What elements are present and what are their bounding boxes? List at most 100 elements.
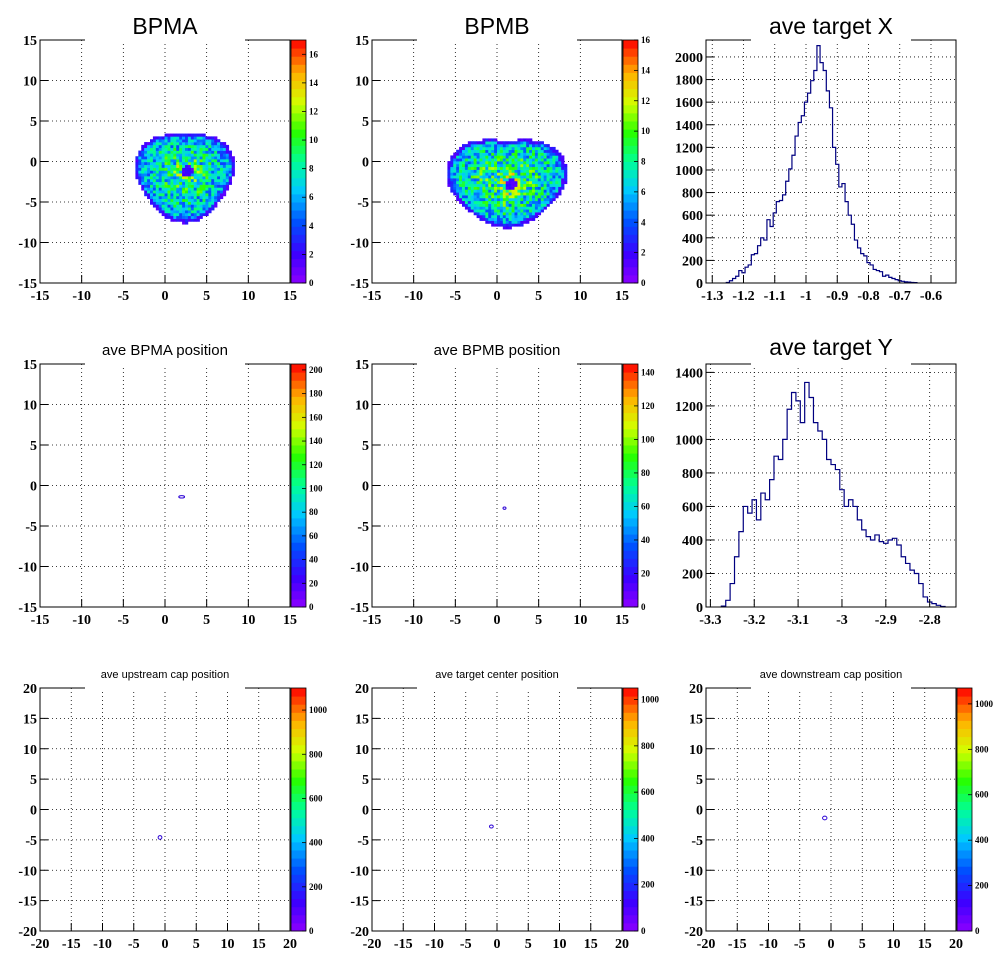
heatmap-cell bbox=[488, 169, 492, 173]
heatmap-cell bbox=[173, 153, 177, 157]
heatmap-cell bbox=[467, 180, 472, 185]
heatmap-cell bbox=[176, 150, 180, 154]
heatmap-cell bbox=[208, 201, 212, 205]
heatmap-cell bbox=[505, 144, 509, 148]
heatmap-cell bbox=[155, 170, 160, 174]
heatmap-cell bbox=[470, 195, 474, 199]
heatmap-cell bbox=[555, 149, 559, 153]
color-scale-band bbox=[623, 777, 638, 786]
heatmap-cell bbox=[482, 197, 486, 202]
heatmap-cell bbox=[135, 173, 139, 177]
color-scale-band bbox=[957, 744, 972, 754]
heatmap-cell bbox=[482, 189, 486, 193]
heatmap-cell bbox=[170, 161, 174, 166]
y-tick-label: 15 bbox=[23, 34, 37, 49]
heatmap-cell bbox=[196, 161, 200, 166]
color-scale-band bbox=[957, 777, 972, 786]
heatmap-cell bbox=[214, 147, 218, 151]
x-tick-label: -15 bbox=[31, 289, 50, 304]
heatmap-cell bbox=[135, 164, 139, 168]
plot-area bbox=[706, 40, 956, 283]
heatmap-cell bbox=[138, 164, 142, 168]
heatmap-cell bbox=[190, 201, 195, 205]
heatmap-cell bbox=[144, 170, 148, 174]
color-scale-band bbox=[957, 866, 972, 875]
heatmap-cell bbox=[217, 195, 221, 200]
heatmap-cell bbox=[187, 181, 192, 185]
color-scale-band bbox=[957, 817, 972, 827]
heatmap-cell bbox=[517, 172, 521, 176]
z-tick-label: 14 bbox=[641, 65, 651, 75]
heatmap-cell bbox=[561, 180, 565, 185]
z-tick-label: 4 bbox=[309, 221, 314, 231]
heatmap-cell bbox=[511, 144, 515, 148]
heatmap-cell bbox=[158, 207, 162, 211]
heatmap-cell bbox=[459, 175, 463, 179]
heatmap-cell bbox=[494, 166, 498, 170]
heatmap-cell bbox=[555, 186, 559, 190]
x-tick-label: 10 bbox=[221, 937, 235, 952]
heatmap-cell bbox=[202, 176, 206, 180]
x-tick-label: -0.6 bbox=[920, 289, 942, 304]
heatmap-cell bbox=[161, 212, 165, 217]
heatmap-cell bbox=[158, 190, 162, 194]
heatmap-cell bbox=[217, 170, 221, 174]
heatmap-cell bbox=[208, 198, 212, 202]
z-tick-label: 120 bbox=[309, 460, 323, 470]
heatmap-cell bbox=[150, 173, 154, 177]
heatmap-cell bbox=[225, 167, 230, 171]
heatmap-cell bbox=[476, 180, 480, 185]
color-scale-band bbox=[957, 801, 972, 810]
heatmap-cell bbox=[450, 172, 454, 176]
heatmap-cell bbox=[173, 198, 177, 202]
heatmap-cell bbox=[499, 214, 504, 219]
color-scale-band bbox=[957, 858, 972, 867]
heatmap-cell bbox=[488, 155, 492, 159]
heatmap-cell bbox=[537, 169, 542, 173]
heatmap-cell bbox=[453, 189, 457, 193]
heatmap-cell bbox=[555, 180, 559, 185]
heatmap-cell bbox=[467, 206, 472, 210]
heatmap-cell bbox=[467, 189, 472, 193]
color-scale-band bbox=[623, 728, 638, 738]
heatmap-cell bbox=[464, 144, 469, 148]
y-tick-label: 600 bbox=[682, 209, 703, 224]
z-tick-label: 60 bbox=[309, 531, 319, 541]
heatmap-cell bbox=[144, 173, 148, 177]
heatmap-cell bbox=[193, 193, 197, 197]
heatmap-cell bbox=[485, 186, 489, 190]
heatmap-cell bbox=[202, 181, 206, 185]
heatmap-cell bbox=[161, 159, 165, 163]
heatmap-cell bbox=[467, 175, 472, 179]
heatmap-cell bbox=[467, 141, 472, 145]
heatmap-cell bbox=[473, 155, 477, 159]
heatmap-cell bbox=[225, 161, 230, 166]
heatmap-cell bbox=[532, 209, 536, 213]
heatmap-cell bbox=[155, 150, 160, 154]
heatmap-cell bbox=[193, 215, 197, 219]
heatmap-cell bbox=[211, 144, 215, 149]
heatmap-cell bbox=[523, 180, 527, 185]
heatmap-cell bbox=[485, 138, 489, 142]
heatmap-cell bbox=[479, 217, 483, 221]
heatmap-cell bbox=[164, 210, 168, 214]
heatmap-cell bbox=[543, 144, 547, 148]
color-scale-band bbox=[291, 388, 306, 397]
heatmap-cell bbox=[167, 176, 171, 180]
heatmap-cell bbox=[511, 175, 515, 179]
heatmap-cell bbox=[543, 149, 547, 153]
heatmap-cell bbox=[164, 167, 168, 171]
heatmap-cell bbox=[470, 166, 474, 170]
heatmap-cell bbox=[517, 212, 521, 216]
heatmap-cell bbox=[485, 155, 489, 159]
heatmap-cell bbox=[555, 169, 559, 173]
x-tick-label: -1.3 bbox=[701, 289, 723, 304]
heatmap-cell bbox=[479, 172, 483, 176]
color-scale-band bbox=[291, 202, 306, 211]
heatmap-cell bbox=[494, 195, 498, 199]
z-tick-label: 200 bbox=[641, 880, 655, 890]
heatmap-cell bbox=[150, 187, 154, 191]
heatmap-cell bbox=[179, 201, 183, 205]
heatmap-cell bbox=[214, 178, 218, 183]
heatmap-cell bbox=[558, 178, 562, 182]
